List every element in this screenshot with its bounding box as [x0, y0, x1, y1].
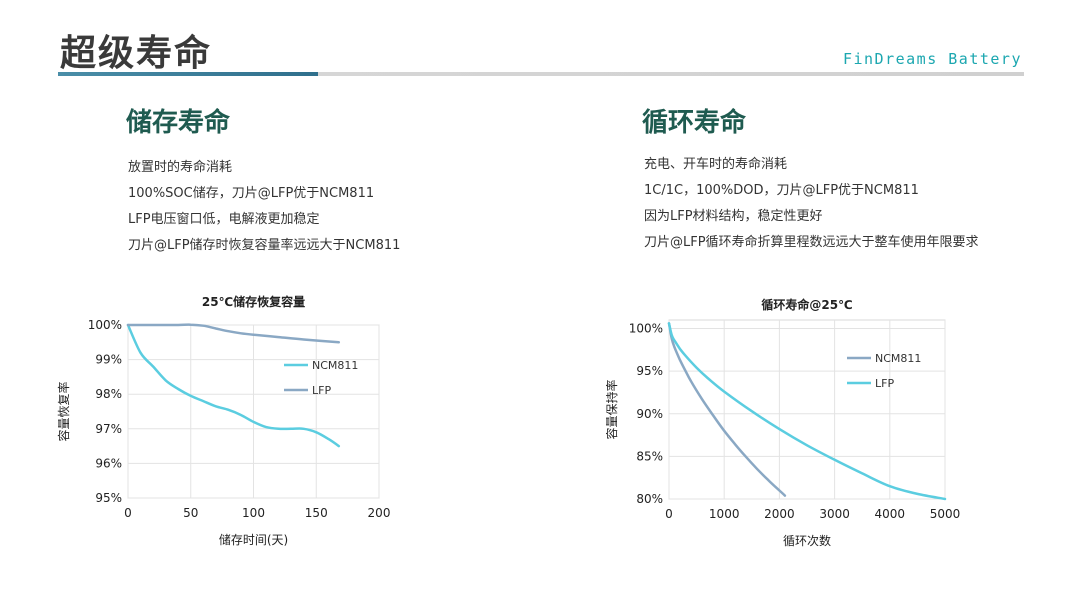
y-tick-label: 96%	[95, 456, 122, 470]
brand-logo-text: FinDreams Battery	[842, 50, 1022, 68]
page-title: 超级寿命	[60, 33, 213, 74]
y-axis-label: 容量恢复率	[56, 381, 71, 441]
y-tick-label: 95%	[636, 364, 663, 378]
legend-label: LFP	[875, 377, 894, 390]
x-axis-label: 循环次数	[783, 533, 831, 548]
legend-label: LFP	[312, 384, 331, 397]
storage-capacity-chart: 25℃储存恢复容量 95% 96% 97% 98% 99% 100% 0 50 100 150 200…	[56, 294, 391, 547]
bullet-text: 刀片@LFP循环寿命折算里程数远远大于整车使用年限要求	[644, 235, 979, 250]
x-tick-label: 1000	[709, 507, 740, 521]
y-tick-label: 98%	[95, 387, 122, 401]
x-axis-label: 储存时间(天)	[219, 532, 288, 547]
x-tick-label: 2000	[764, 507, 795, 521]
title-divider-accent	[58, 72, 318, 76]
storage-life-bullets: 放置时的寿命消耗 100%SOC储存，刀片@LFP优于NCM811 LFP电压窗…	[128, 155, 400, 259]
chart-title: 25℃储存恢复容量	[202, 294, 305, 309]
y-tick-label: 99%	[95, 353, 122, 367]
cycle-life-chart: 循环寿命@25℃ 80% 85% 90% 95% 100% 0 1000 2000 3000 400…	[606, 297, 961, 548]
bullet-text: 刀片@LFP储存时恢复容量率远远大于NCM811	[128, 238, 401, 253]
x-tick-label: 100	[242, 506, 265, 520]
series-line-ncm811	[667, 322, 787, 497]
x-tick-label: 5000	[930, 507, 961, 521]
title-divider	[58, 72, 1024, 76]
bullet-text: 充电、开车时的寿命消耗	[644, 157, 788, 172]
chart-title: 循环寿命@25℃	[761, 297, 852, 312]
x-tick-label: 4000	[875, 507, 906, 521]
y-tick-label: 100%	[629, 322, 663, 336]
x-tick-label: 0	[665, 507, 673, 521]
y-tick-label: 100%	[88, 318, 122, 332]
legend-label: NCM811	[312, 359, 358, 372]
series-line-lfp	[667, 322, 947, 501]
y-axis-label: 容量保持率	[606, 379, 619, 439]
y-tick-label: 97%	[95, 422, 122, 436]
bullet-text: LFP电压窗口低，电解液更加稳定	[128, 212, 320, 227]
series-line-lfp	[126, 323, 341, 344]
legend-label: NCM811	[875, 352, 921, 365]
x-tick-label: 0	[124, 506, 132, 520]
x-tick-label: 150	[305, 506, 328, 520]
bullet-text: 100%SOC储存，刀片@LFP优于NCM811	[128, 186, 375, 201]
x-tick-label: 3000	[819, 507, 850, 521]
bullet-text: 1C/1C，100%DOD，刀片@LFP优于NCM811	[644, 183, 919, 198]
x-tick-label: 200	[368, 506, 391, 520]
cycle-life-heading: 循环寿命	[642, 108, 747, 138]
y-tick-label: 95%	[95, 491, 122, 505]
cycle-life-bullets: 充电、开车时的寿命消耗 1C/1C，100%DOD，刀片@LFP优于NCM811…	[644, 152, 979, 256]
storage-life-heading: 储存寿命	[126, 108, 231, 138]
x-tick-label: 50	[183, 506, 198, 520]
series-line-ncm811	[126, 323, 341, 448]
bullet-text: 因为LFP材料结构，稳定性更好	[644, 209, 823, 224]
y-tick-label: 80%	[636, 492, 663, 506]
y-tick-label: 90%	[636, 407, 663, 421]
y-tick-label: 85%	[636, 449, 663, 463]
bullet-text: 放置时的寿命消耗	[128, 160, 233, 175]
